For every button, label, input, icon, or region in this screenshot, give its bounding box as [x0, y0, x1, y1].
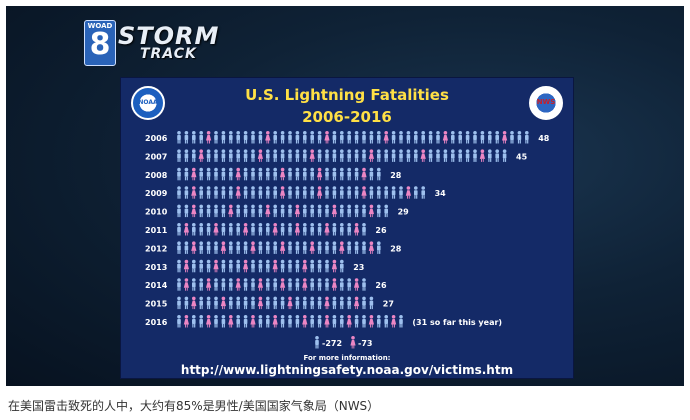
value-label-2008: 28: [390, 171, 402, 180]
noaa-seal-text: NOAA: [138, 99, 158, 106]
bar-2012: [177, 241, 381, 254]
chart-title: U.S. Lightning Fatalities: [245, 86, 449, 104]
legend-female-total: -73: [358, 339, 372, 348]
year-label-2009: 2009: [145, 189, 168, 198]
info-url: http://www.lightningsafety.noaa.gov/vict…: [180, 363, 514, 377]
year-label-2008: 2008: [145, 171, 168, 180]
year-label-2013: 2013: [145, 263, 167, 272]
value-label-2009: 34: [435, 189, 447, 198]
value-label-2012: 28: [390, 244, 402, 253]
legend: -272 -73: [315, 336, 372, 349]
year-label-2015: 2015: [145, 300, 168, 309]
chart-subtitle: 2006-2016: [302, 108, 392, 126]
noaa-seal-icon: NOAA: [131, 86, 165, 120]
year-label-2016: 2016: [145, 318, 168, 327]
bar-2014: [177, 278, 366, 291]
video-frame: WOAD 8 STORM TRACK NOAA NWS U.S. Lightni…: [6, 6, 684, 386]
year-label-2007: 2007: [145, 152, 167, 161]
bar-2009: [177, 186, 426, 199]
channel-number: 8: [89, 27, 111, 62]
value-label-2010: 29: [398, 208, 410, 217]
info-label: For more information:: [303, 354, 391, 362]
nws-seal-icon: NWS: [529, 86, 563, 120]
value-label-2014: 26: [375, 281, 387, 290]
storm-track-logo: WOAD 8 STORM TRACK: [84, 20, 224, 66]
bar-2013: [177, 259, 344, 273]
value-label-2007: 45: [516, 152, 528, 161]
chart-slide: NOAA NWS U.S. Lightning Fatalities 2006-…: [120, 77, 574, 379]
bar-2010: [177, 204, 389, 218]
bar-2007: [177, 149, 507, 162]
year-label-2010: 2010: [145, 208, 168, 217]
value-label-2015: 27: [383, 300, 394, 309]
value-label-2013: 23: [353, 263, 364, 272]
value-label-2016: (31 so far this year): [412, 318, 502, 327]
logo-storm-text: STORM: [118, 22, 220, 50]
year-label-2014: 2014: [145, 281, 168, 290]
year-label-2012: 2012: [145, 244, 167, 253]
callsign-text: WOAD: [87, 22, 113, 30]
legend-male-icon: [315, 336, 319, 349]
bar-2006: [177, 131, 529, 144]
year-label-2011: 2011: [145, 226, 168, 235]
bar-2008: [177, 167, 381, 181]
year-label-2006: 2006: [145, 134, 168, 143]
bar-2015: [177, 296, 374, 310]
bar-2011: [177, 223, 366, 236]
pictogram-chart: 2006 48 2007 45 2008 28 2009 34 2010 29 2011 26 2012…: [145, 131, 550, 349]
legend-female-icon: [350, 336, 356, 349]
logo-track-text: TRACK: [140, 46, 197, 62]
nws-seal-text: NWS: [536, 98, 556, 106]
value-label-2011: 26: [375, 226, 387, 235]
bar-2016: [177, 315, 403, 328]
channel-badge: WOAD 8: [84, 20, 116, 66]
photo-caption: 在美国雷击致死的人中，大约有85%是男性/美国国家气象局（NWS）: [8, 399, 380, 413]
value-label-2006: 48: [538, 134, 550, 143]
legend-male-total: -272: [322, 339, 342, 348]
